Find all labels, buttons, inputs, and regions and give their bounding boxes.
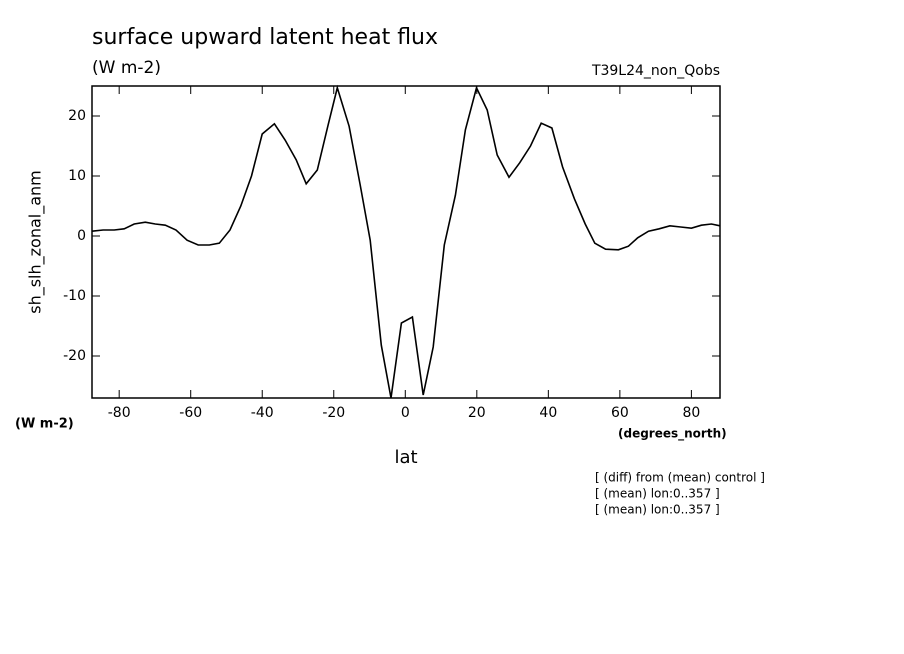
x-units: (degrees_north) bbox=[618, 427, 727, 442]
x-tick-label: -80 bbox=[108, 405, 131, 421]
y-tick-label: 20 bbox=[68, 108, 86, 124]
x-tick-label: 80 bbox=[682, 405, 700, 421]
x-axis-label: lat bbox=[394, 447, 417, 468]
x-tick-label: -40 bbox=[251, 405, 274, 421]
y-tick-label: -10 bbox=[63, 288, 86, 304]
data-line bbox=[91, 84, 721, 399]
chart-subtitle: (W m-2) bbox=[92, 58, 161, 78]
dataset-label: T39L24_non_Qobs bbox=[591, 63, 720, 79]
x-tick-label: -20 bbox=[322, 405, 345, 421]
annotation: [ (diff) from (mean) control ] bbox=[595, 471, 765, 485]
annotation: [ (mean) lon:0..357 ] bbox=[595, 503, 720, 517]
x-tick-label: -60 bbox=[179, 405, 202, 421]
x-tick-label: 40 bbox=[539, 405, 557, 421]
y-tick-label: 10 bbox=[68, 168, 86, 184]
y-tick-label: 0 bbox=[77, 228, 86, 244]
plot-frame bbox=[91, 85, 721, 399]
x-tick-label: 0 bbox=[401, 405, 410, 421]
annotation: [ (mean) lon:0..357 ] bbox=[595, 487, 720, 501]
y-axis-label: sh_slh_zonal_anm bbox=[26, 170, 46, 314]
y-units: (W m-2) bbox=[15, 417, 74, 432]
y-tick-label: -20 bbox=[63, 348, 86, 364]
x-tick-label: 60 bbox=[611, 405, 629, 421]
x-tick-label: 20 bbox=[468, 405, 486, 421]
chart-title: surface upward latent heat flux bbox=[92, 25, 438, 50]
